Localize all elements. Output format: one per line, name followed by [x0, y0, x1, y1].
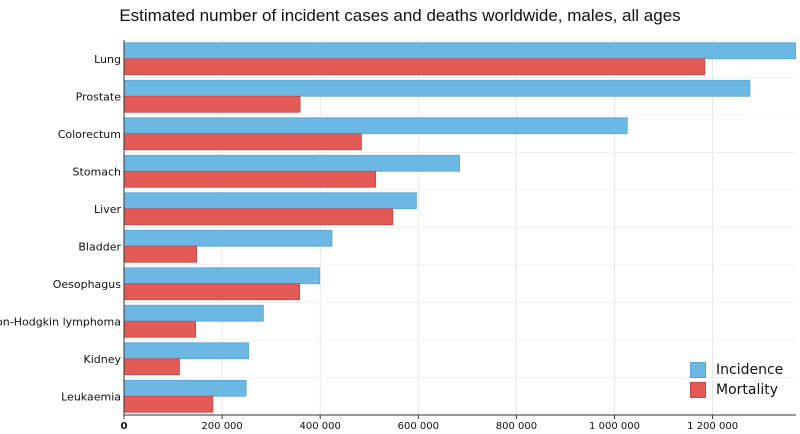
x-tick-label: 1 200 000 — [687, 421, 738, 432]
category-label: Kidney — [83, 353, 121, 366]
x-tick-label: 1 000 000 — [589, 421, 640, 432]
bar-incidence-colorectum — [123, 117, 628, 135]
bar-mortality-non-hodgkin-lymphoma — [123, 320, 197, 338]
bar-mortality-prostate — [123, 95, 301, 113]
bar-incidence-bladder — [123, 229, 333, 247]
legend-label-incidence: Incidence — [716, 362, 784, 378]
bar-mortality-leukaemia — [123, 395, 214, 413]
category-label: Stomach — [72, 165, 121, 178]
bar-mortality-kidney — [123, 358, 180, 376]
x-tick-label: 400 000 — [300, 421, 341, 432]
bar-mortality-bladder — [123, 245, 197, 263]
category-label: Leukaemia — [61, 390, 121, 403]
bar-mortality-lung — [123, 58, 706, 76]
bar-incidence-kidney — [123, 342, 249, 360]
x-tick-label: 600 000 — [398, 421, 439, 432]
bar-incidence-non-hodgkin-lymphoma — [123, 304, 264, 322]
bar-incidence-leukaemia — [123, 379, 247, 397]
x-tick-label: 0 — [121, 421, 128, 432]
legend-item-mortality[interactable]: Mortality — [690, 380, 783, 400]
category-label: Bladder — [78, 240, 121, 253]
bar-mortality-oesophagus — [123, 283, 301, 301]
category-label: Colorectum — [58, 128, 121, 141]
category-label: Prostate — [76, 90, 122, 103]
category-label: Oesophagus — [53, 278, 122, 291]
x-tick-label: 200 000 — [201, 421, 242, 432]
legend-item-incidence[interactable]: Incidence — [690, 360, 783, 380]
legend-swatch-incidence — [690, 362, 706, 378]
category-label: Non-Hodgkin lymphoma — [0, 315, 121, 328]
bar-mortality-stomach — [123, 170, 377, 188]
bar-incidence-oesophagus — [123, 267, 321, 285]
category-label: Liver — [94, 203, 121, 216]
legend-label-mortality: Mortality — [716, 382, 779, 398]
bar-mortality-liver — [123, 208, 394, 226]
legend-swatch-mortality — [690, 382, 706, 398]
bar-incidence-lung — [123, 42, 796, 60]
chart-title: Estimated number of incident cases and d… — [119, 6, 681, 25]
bar-incidence-stomach — [123, 154, 460, 172]
chart-legend: Incidence Mortality — [690, 360, 783, 400]
bar-mortality-colorectum — [123, 133, 362, 151]
x-tick-label: 800 000 — [496, 421, 537, 432]
bar-incidence-prostate — [123, 79, 751, 97]
category-label: Lung — [94, 53, 121, 66]
bar-incidence-liver — [123, 192, 417, 210]
